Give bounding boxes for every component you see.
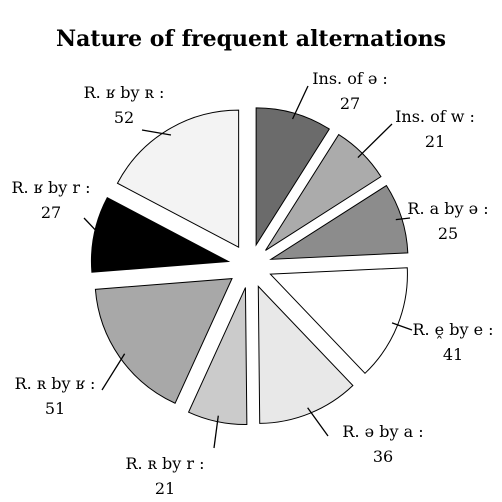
chart-title: Nature of frequent alternations [56, 26, 446, 52]
leader-line-6 [101, 353, 126, 391]
slice-label-8: R. ʁ by ʀ : [84, 83, 165, 102]
slice-label-7: R. ʁ by r : [11, 178, 90, 197]
slice-label-3: R. ḙ by e : [412, 320, 493, 339]
slice-label-4: R. ə by a : [342, 422, 423, 441]
leader-line-0 [291, 85, 309, 120]
leader-line-4 [307, 407, 329, 437]
slice-value-4: 36 [373, 447, 393, 466]
leader-line-5 [213, 415, 219, 449]
leader-line-1 [357, 123, 393, 158]
pie-slice-0 [255, 107, 330, 247]
slice-value-2: 25 [438, 224, 458, 243]
slice-value-0: 27 [340, 94, 360, 113]
slice-value-1: 21 [425, 132, 445, 151]
pie-slice-8 [116, 109, 240, 248]
pie-slice-4 [257, 285, 354, 424]
leader-line-7 [83, 217, 101, 236]
leader-line-3 [391, 322, 413, 331]
slice-value-5: 21 [155, 479, 175, 498]
slice-label-1: Ins. of w : [395, 107, 475, 126]
slice-value-8: 52 [114, 108, 134, 127]
slice-value-3: 41 [443, 345, 463, 364]
leader-line-8 [141, 129, 172, 136]
slice-value-6: 51 [45, 399, 65, 418]
slice-label-5: R. ʀ by r : [125, 454, 204, 473]
pie-slice-6 [94, 278, 233, 404]
slice-label-6: R. ʀ by ʁ : [15, 374, 96, 393]
slice-value-7: 27 [41, 203, 61, 222]
slice-label-0: Ins. of ə : [312, 69, 388, 88]
slice-label-2: R. a by ə : [407, 199, 488, 218]
leader-line-2 [395, 217, 411, 221]
pie-slice-7 [90, 196, 231, 273]
pie-slice-2 [269, 184, 409, 260]
